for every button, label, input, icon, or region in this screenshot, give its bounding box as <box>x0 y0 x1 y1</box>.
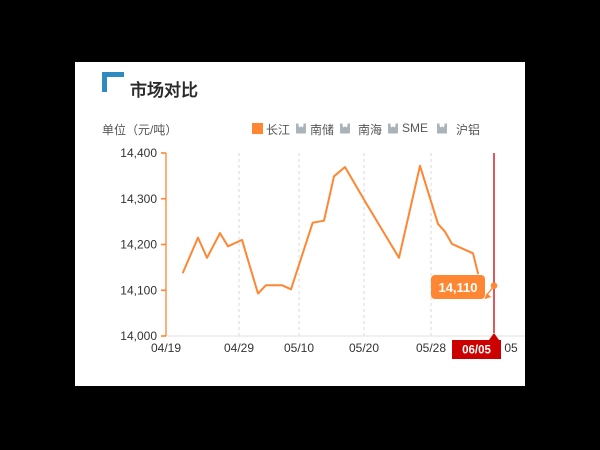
svg-text:06/05: 06/05 <box>462 345 491 357</box>
svg-text:05/28: 05/28 <box>416 341 446 355</box>
svg-text:14,300: 14,300 <box>120 192 157 206</box>
svg-text:14,100: 14,100 <box>120 283 157 297</box>
svg-text:14,400: 14,400 <box>120 146 157 160</box>
svg-text:04/19: 04/19 <box>151 341 181 355</box>
svg-text:14,110: 14,110 <box>438 280 477 295</box>
svg-text:05: 05 <box>504 341 518 355</box>
svg-text:05/10: 05/10 <box>284 341 314 355</box>
svg-text:04/29: 04/29 <box>224 341 254 355</box>
svg-text:05/20: 05/20 <box>349 341 379 355</box>
svg-text:14,200: 14,200 <box>120 238 157 252</box>
